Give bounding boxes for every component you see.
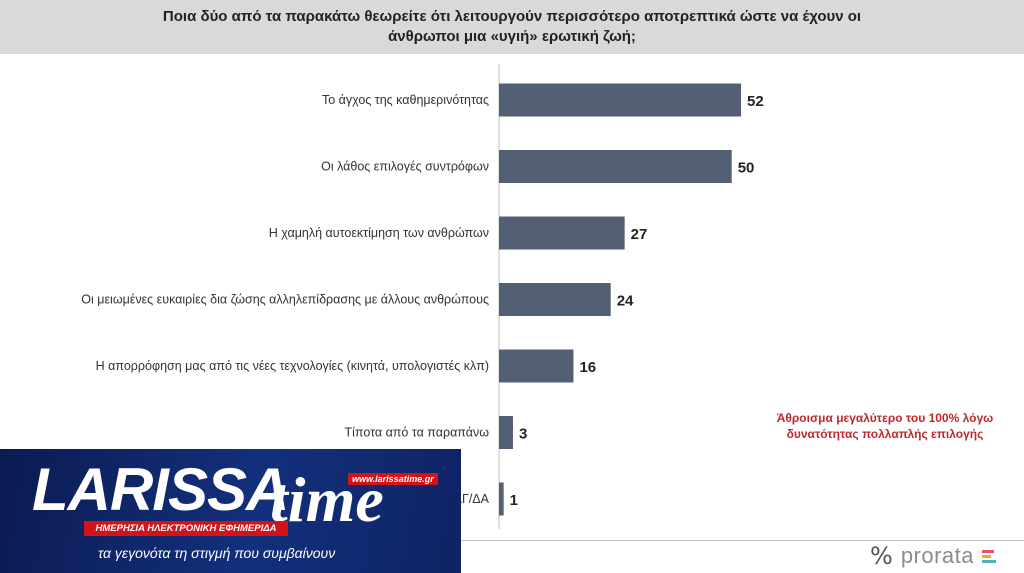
prorata-name: prorata — [900, 543, 975, 568]
category-label: Η χαμηλή αυτοεκτίμηση των ανθρώπων — [269, 226, 489, 240]
larissatime-logo: LARISSA time www.larissatime.gr ΗΜΕΡΗΣΙΑ… — [0, 449, 461, 573]
value-label: 24 — [617, 293, 634, 310]
chart-title: Ποια δύο από τα παρακάτω θεωρείτε ότι λε… — [162, 8, 862, 45]
prorata-bars-icon — [982, 549, 997, 563]
value-label: 1 — [510, 492, 518, 509]
category-label: Η απορρόφηση μας από τις νέες τεχνολογίε… — [96, 359, 489, 373]
value-label: 27 — [631, 226, 648, 243]
value-label: 52 — [747, 93, 764, 110]
category-label: Οι μειωμένες ευκαιρίες δια ζώσης αλληλεπ… — [81, 293, 489, 307]
bar — [499, 150, 732, 183]
footer-divider — [0, 540, 1024, 541]
logo-tagline: ΗΜΕΡΗΣΙΑ ΗΛΕΚΤΡΟΝΙΚΗ ΕΦΗΜΕΡΙΔΑ — [84, 521, 288, 536]
prorata-bar — [982, 554, 992, 558]
logo-url: www.larissatime.gr — [348, 473, 438, 485]
value-label: 3 — [519, 426, 527, 443]
bar — [499, 283, 611, 316]
logo-brand-larissa: LARISSA — [32, 456, 289, 523]
logo-slogan: τα γεγονότα τη στιγμή που συμβαίνουν — [98, 545, 336, 561]
prorata-bar — [982, 549, 995, 553]
prorata-logo: % prorata — [870, 542, 997, 570]
percent-icon: % — [870, 542, 893, 570]
bar — [499, 216, 625, 250]
category-label: ΔΓ/ΔΑ — [454, 492, 490, 506]
title-band: Ποια δύο από τα παρακάτω θεωρείτε ότι λε… — [0, 0, 1024, 54]
category-label: Οι λάθος επιλογές συντρόφων — [321, 160, 489, 174]
multiple-choice-note: Άθροισμα μεγαλύτερο του 100% λόγω δυνατό… — [776, 411, 994, 441]
category-label: Το άγχος της καθημερινότητας — [322, 93, 489, 107]
category-label: Τίποτα από τα παραπάνω — [344, 426, 489, 440]
bar — [499, 482, 504, 516]
prorata-bar — [982, 559, 997, 563]
bar — [499, 416, 513, 449]
bar-chart: Το άγχος της καθημερινότητας 52 Οι λάθος ε… — [81, 64, 764, 529]
value-label: 50 — [738, 160, 755, 177]
bar — [499, 349, 574, 383]
bar — [499, 83, 741, 117]
value-label: 16 — [579, 359, 596, 376]
